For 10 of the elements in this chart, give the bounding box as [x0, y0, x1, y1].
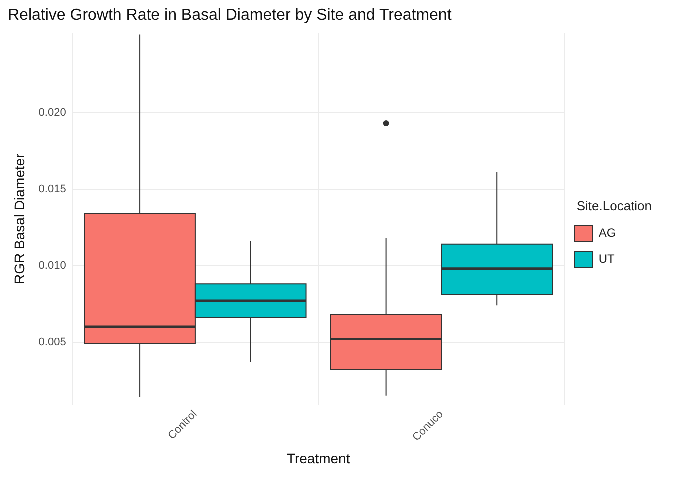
y-tick-label: 0.010 [38, 260, 66, 272]
y-tick-label: 0.015 [38, 183, 66, 196]
y-axis-title: RGR Basal Diameter [11, 153, 28, 284]
x-axis-title: Treatment [286, 450, 350, 466]
legend-label: UT [598, 252, 616, 266]
legend-title: Site.Location [576, 198, 652, 214]
y-tick-label: 0.005 [38, 336, 66, 348]
y-tick-label: 0.020 [38, 106, 66, 119]
legend-label: AG [598, 226, 616, 240]
chart-title: Relative Growth Rate in Basal Diameter by Site and Treatment [8, 7, 452, 24]
